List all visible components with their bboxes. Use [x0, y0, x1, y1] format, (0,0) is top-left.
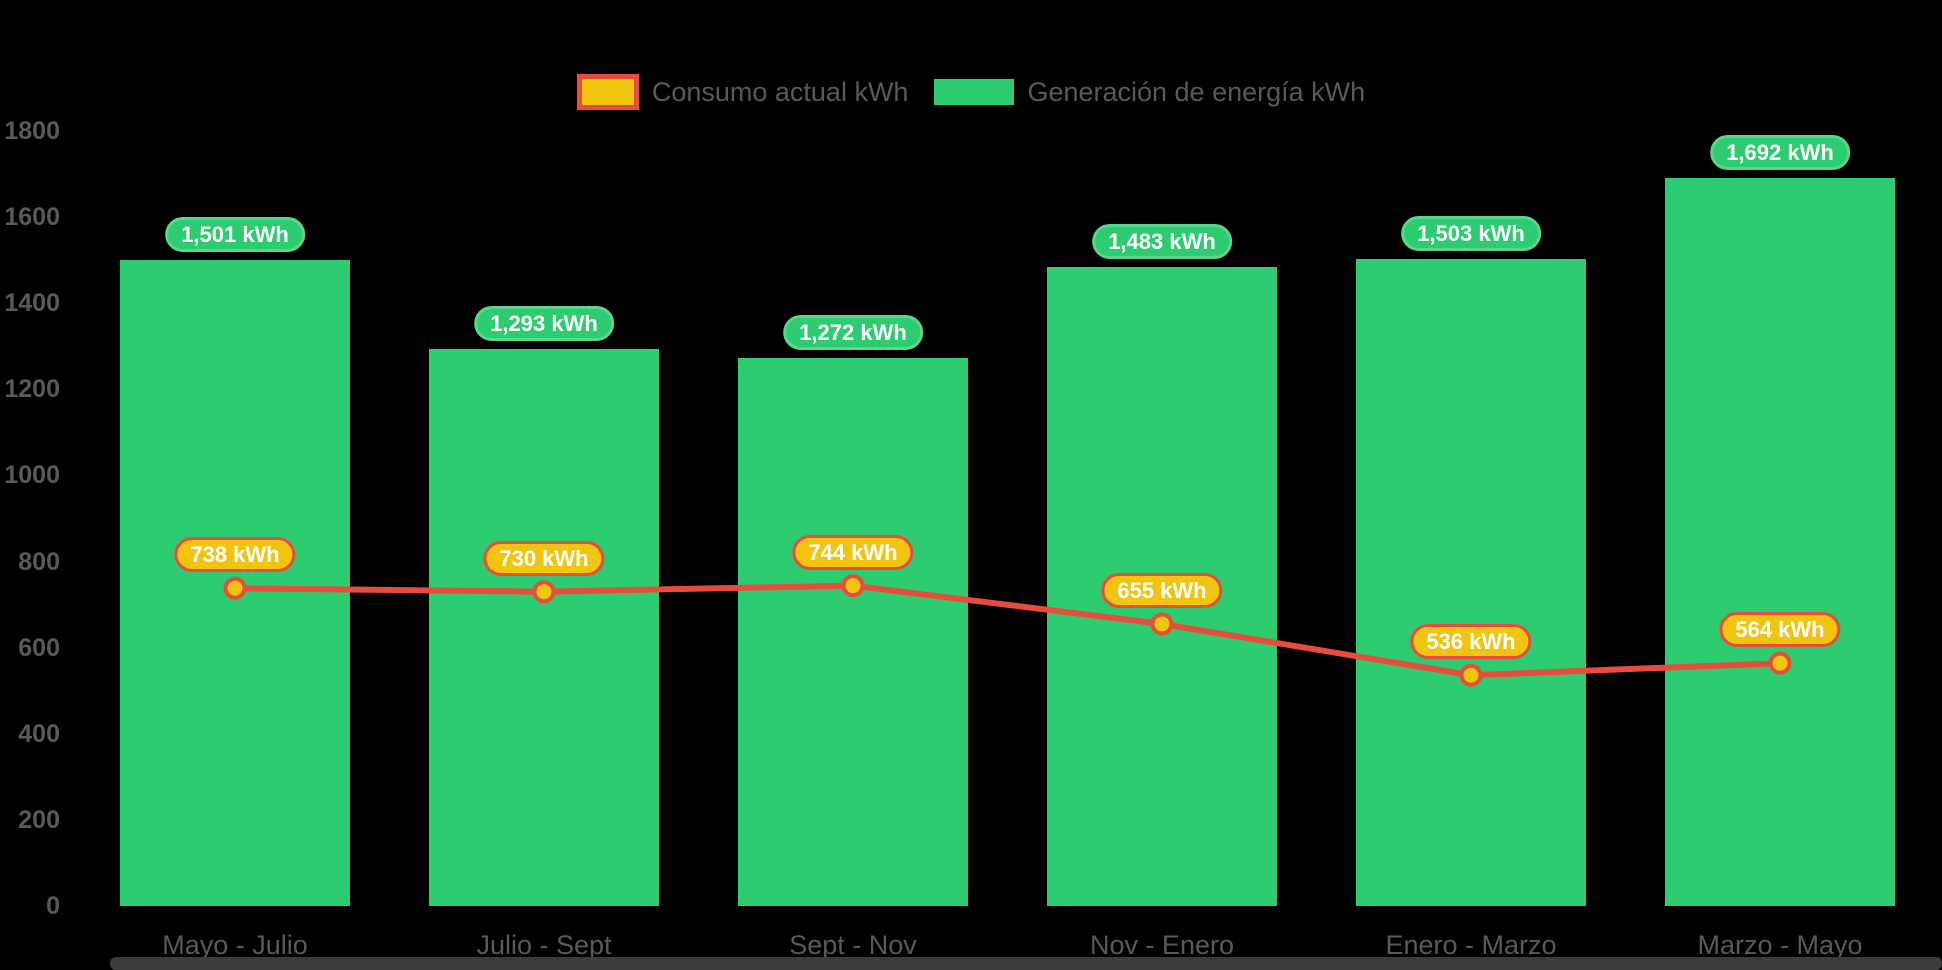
generation-value-label-5: 1,503 kWh [1401, 215, 1541, 251]
legend-item-generacion[interactable]: Generación de energía kWh [934, 74, 1365, 110]
generation-bar-3[interactable] [738, 358, 968, 906]
legend-label-consumo: Consumo actual kWh [651, 77, 909, 107]
chart-legend: Consumo actual kWh Generación de energía… [0, 74, 1942, 110]
y-tick-200: 200 [18, 805, 60, 834]
generacion-swatch-icon [934, 79, 1015, 105]
consumption-value-label-2: 730 kWh [483, 540, 605, 576]
y-tick-1200: 1200 [4, 375, 60, 404]
x-axis-label-6: Marzo - Mayo [1697, 930, 1863, 960]
y-tick-1800: 1800 [4, 117, 60, 145]
y-tick-600: 600 [18, 633, 60, 662]
y-tick-400: 400 [18, 719, 60, 748]
legend-label-generacion: Generación de energía kWh [1027, 77, 1366, 107]
consumption-value-label-6: 564 kWh [1719, 612, 1841, 648]
consumption-value-label-4: 655 kWh [1101, 572, 1223, 608]
x-axis-label-5: Enero - Marzo [1385, 930, 1557, 960]
generation-value-label-3: 1,272 kWh [783, 315, 923, 351]
x-axis-label-4: Nov - Enero [1089, 930, 1235, 960]
consumo-swatch-icon [576, 74, 639, 110]
generation-bar-6[interactable] [1665, 177, 1895, 906]
consumption-value-label-1: 738 kWh [174, 537, 296, 573]
consumption-value-label-3: 744 kWh [792, 534, 914, 570]
generation-bar-1[interactable] [120, 259, 350, 906]
generation-bar-5[interactable] [1356, 258, 1586, 906]
y-tick-800: 800 [18, 547, 60, 576]
y-tick-1400: 1400 [4, 289, 60, 318]
horizontal-scrollbar[interactable] [110, 957, 1942, 970]
y-tick-0: 0 [46, 892, 60, 920]
generation-bar-2[interactable] [429, 349, 659, 906]
generation-value-label-6: 1,692 kWh [1710, 134, 1850, 170]
x-axis-label-1: Mayo - Julio [162, 930, 308, 960]
y-tick-1600: 1600 [4, 203, 60, 232]
generation-value-label-4: 1,483 kWh [1092, 224, 1232, 260]
x-axis-label-3: Sept - Nov [789, 930, 917, 960]
y-tick-1000: 1000 [4, 461, 60, 490]
generation-value-label-2: 1,293 kWh [474, 306, 614, 342]
x-axis-label-2: Julio - Sept [476, 930, 612, 960]
generation-value-label-1: 1,501 kWh [165, 216, 305, 252]
consumption-value-label-5: 536 kWh [1410, 624, 1532, 660]
legend-item-consumo[interactable]: Consumo actual kWh [576, 74, 909, 110]
